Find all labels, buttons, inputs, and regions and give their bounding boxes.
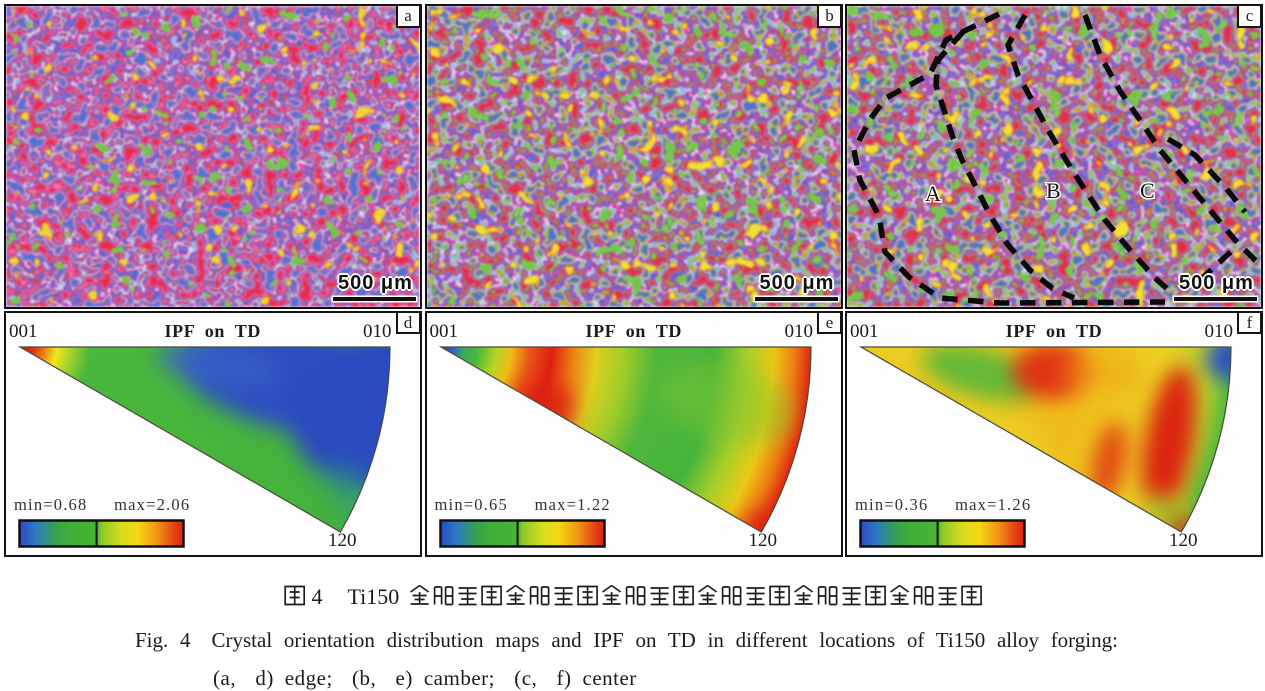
svg-text:4: 4 (312, 584, 323, 609)
svg-text:C: C (1140, 178, 1155, 203)
svg-text:A: A (925, 181, 941, 206)
svg-text:B: B (1046, 178, 1061, 203)
svg-text:Ti150: Ti150 (348, 584, 400, 609)
